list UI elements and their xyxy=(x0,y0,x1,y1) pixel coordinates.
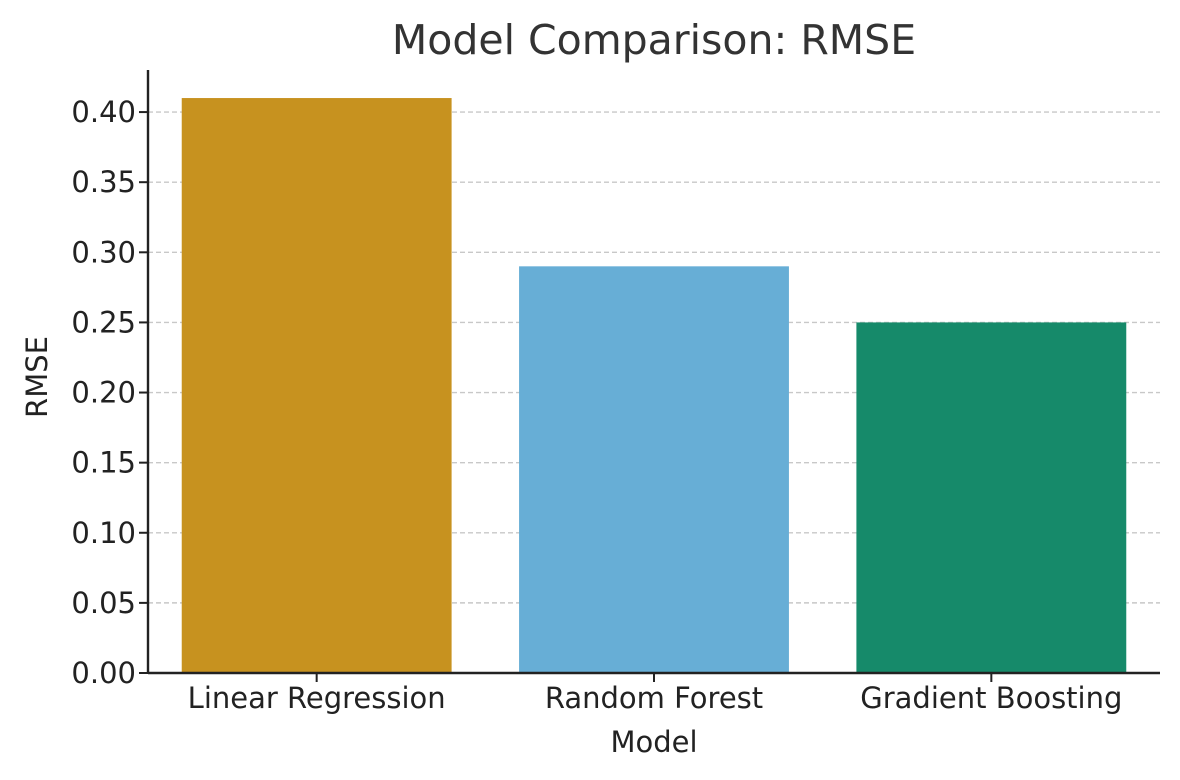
y-tick-label: 0.30 xyxy=(71,235,136,269)
x-axis-label: Model xyxy=(610,725,697,759)
x-tick-label: Linear Regression xyxy=(188,681,446,715)
bars xyxy=(181,98,1127,673)
y-tick-label: 0.10 xyxy=(71,516,136,550)
y-ticks: 0.00 0.05 0.10 0.15 0.20 0.25 0.30 0.35 0.40 xyxy=(71,95,148,690)
y-tick-label: 0.15 xyxy=(71,446,136,480)
y-tick-label: 0.40 xyxy=(71,95,136,129)
x-tick-label: Random Forest xyxy=(545,681,763,715)
x-ticks: Linear Regression Random Forest Gradient B… xyxy=(188,673,1122,715)
x-tick-label: Gradient Boosting xyxy=(860,681,1122,715)
y-tick-label: 0.35 xyxy=(71,165,136,199)
y-tick-label: 0.20 xyxy=(71,376,136,410)
bar xyxy=(181,98,452,673)
chart-title: Model Comparison: RMSE xyxy=(392,16,916,64)
y-tick-label: 0.00 xyxy=(71,656,136,690)
bar xyxy=(519,266,789,673)
y-tick-label: 0.25 xyxy=(71,305,136,339)
y-axis-label: RMSE xyxy=(20,336,54,418)
y-tick-label: 0.05 xyxy=(71,586,136,620)
bar xyxy=(856,322,1127,673)
